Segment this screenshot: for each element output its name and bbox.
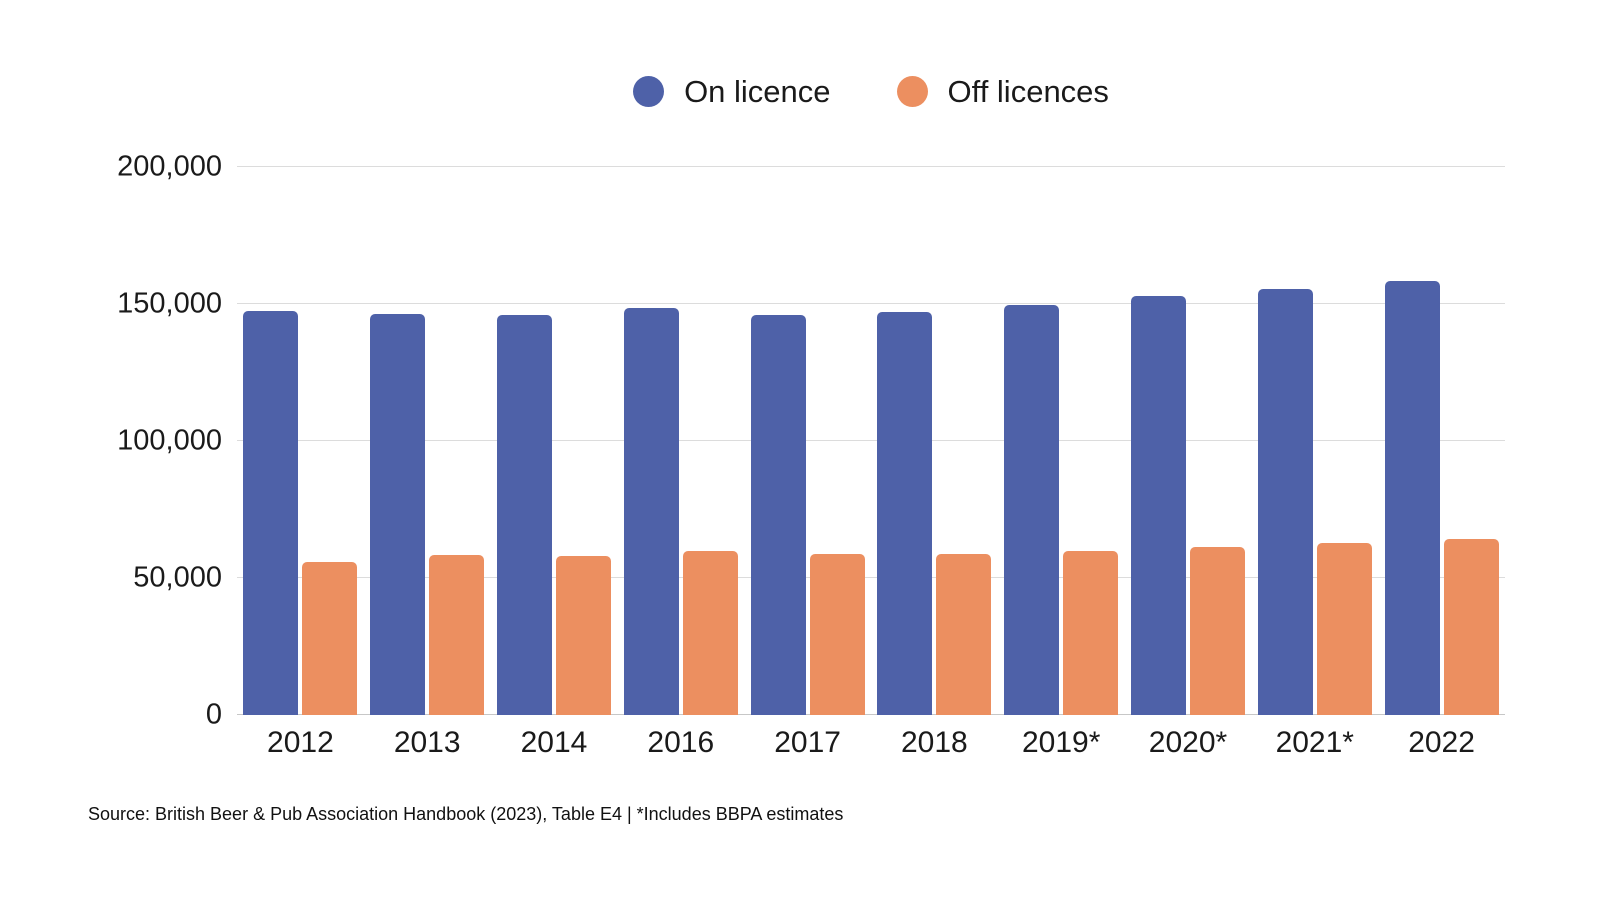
bar-group-2022 [1378, 167, 1505, 715]
on-licence-bar-2021 [1257, 288, 1313, 715]
legend-label-on-licence: On licence [684, 74, 831, 109]
x-tick-label-2016: 2016 [647, 726, 715, 759]
bar-group-2012 [237, 167, 364, 715]
off-licences-bar-2016 [682, 551, 738, 715]
y-tick-label-0: 0 [205, 698, 222, 731]
x-tick-label-2018: 2018 [901, 726, 968, 759]
on-licence-bar-2013 [370, 313, 426, 715]
bar-group-2016 [617, 167, 744, 715]
y-tick-label-200000: 200,000 [117, 150, 222, 183]
off-licences-bar-2020 [1189, 546, 1245, 715]
bar-group-2020 [1125, 167, 1252, 715]
on-licence-bar-2014 [496, 315, 552, 715]
gridline-100000 [237, 440, 1505, 441]
off-licences-bar-2018 [936, 554, 992, 715]
x-axis: 2012 2013 2014 2016 2017 2018 2019* 2020* 2021* 2… [237, 728, 1505, 758]
x-tick-label-2022: 2022 [1408, 726, 1475, 759]
x-tick-label-2020: 2020* [1148, 726, 1228, 759]
bar-groups [237, 167, 1505, 715]
off-licences-bar-2013 [429, 554, 485, 715]
gridline-200000 [237, 166, 1505, 167]
off-licences-bar-2017 [809, 554, 865, 715]
on-licence-bar-2019 [1004, 304, 1060, 715]
on-licence-bar-2012 [243, 311, 299, 715]
on-licence-bar-2018 [877, 311, 933, 715]
bar-group-2014 [491, 167, 618, 715]
bar-group-2021 [1251, 167, 1378, 715]
on-licence-bar-2017 [750, 315, 806, 715]
x-tick-label-2021: 2021* [1275, 726, 1354, 759]
y-tick-label-150000: 150,000 [117, 287, 222, 320]
off-licences-bar-2012 [302, 561, 358, 715]
y-axis: 0 50,000 100,000 150,000 200,000 [40, 152, 222, 729]
off-licences-bar-2014 [555, 555, 611, 715]
x-tick-label-2017: 2017 [774, 726, 841, 759]
legend-item-on-licence: On licence [633, 74, 831, 109]
legend-label-off-licences: Off licences [947, 74, 1109, 109]
legend-item-off-licences: Off licences [896, 74, 1109, 109]
source-note: Source: British Beer & Pub Association H… [88, 804, 844, 824]
on-licence-bar-2020 [1130, 296, 1186, 715]
legend-swatch-on-licence-icon [633, 76, 665, 107]
x-tick-label-2019: 2019* [1021, 726, 1101, 759]
gridline-0 [237, 714, 1505, 715]
off-licences-bar-2019 [1063, 550, 1119, 715]
gridline-50000 [237, 577, 1505, 578]
bar-group-2018 [871, 167, 998, 715]
legend-swatch-off-licences-icon [896, 76, 928, 107]
on-licence-bar-2016 [623, 308, 679, 715]
x-tick-label-2013: 2013 [393, 726, 461, 759]
x-tick-label-2012: 2012 [267, 726, 334, 759]
bar-group-2017 [744, 167, 871, 715]
y-tick-label-50000: 50,000 [133, 561, 222, 594]
x-tick-label-2014: 2014 [520, 726, 588, 759]
plot-area [237, 166, 1505, 715]
off-licences-bar-2021 [1316, 543, 1372, 715]
chart-legend: On licence Off licences [237, 76, 1505, 107]
off-licences-bar-2022 [1443, 538, 1499, 715]
bar-group-2019 [998, 167, 1125, 715]
y-tick-label-100000: 100,000 [117, 424, 222, 457]
on-licence-bar-2022 [1384, 280, 1440, 715]
bar-group-2013 [364, 167, 491, 715]
gridline-150000 [237, 303, 1505, 304]
